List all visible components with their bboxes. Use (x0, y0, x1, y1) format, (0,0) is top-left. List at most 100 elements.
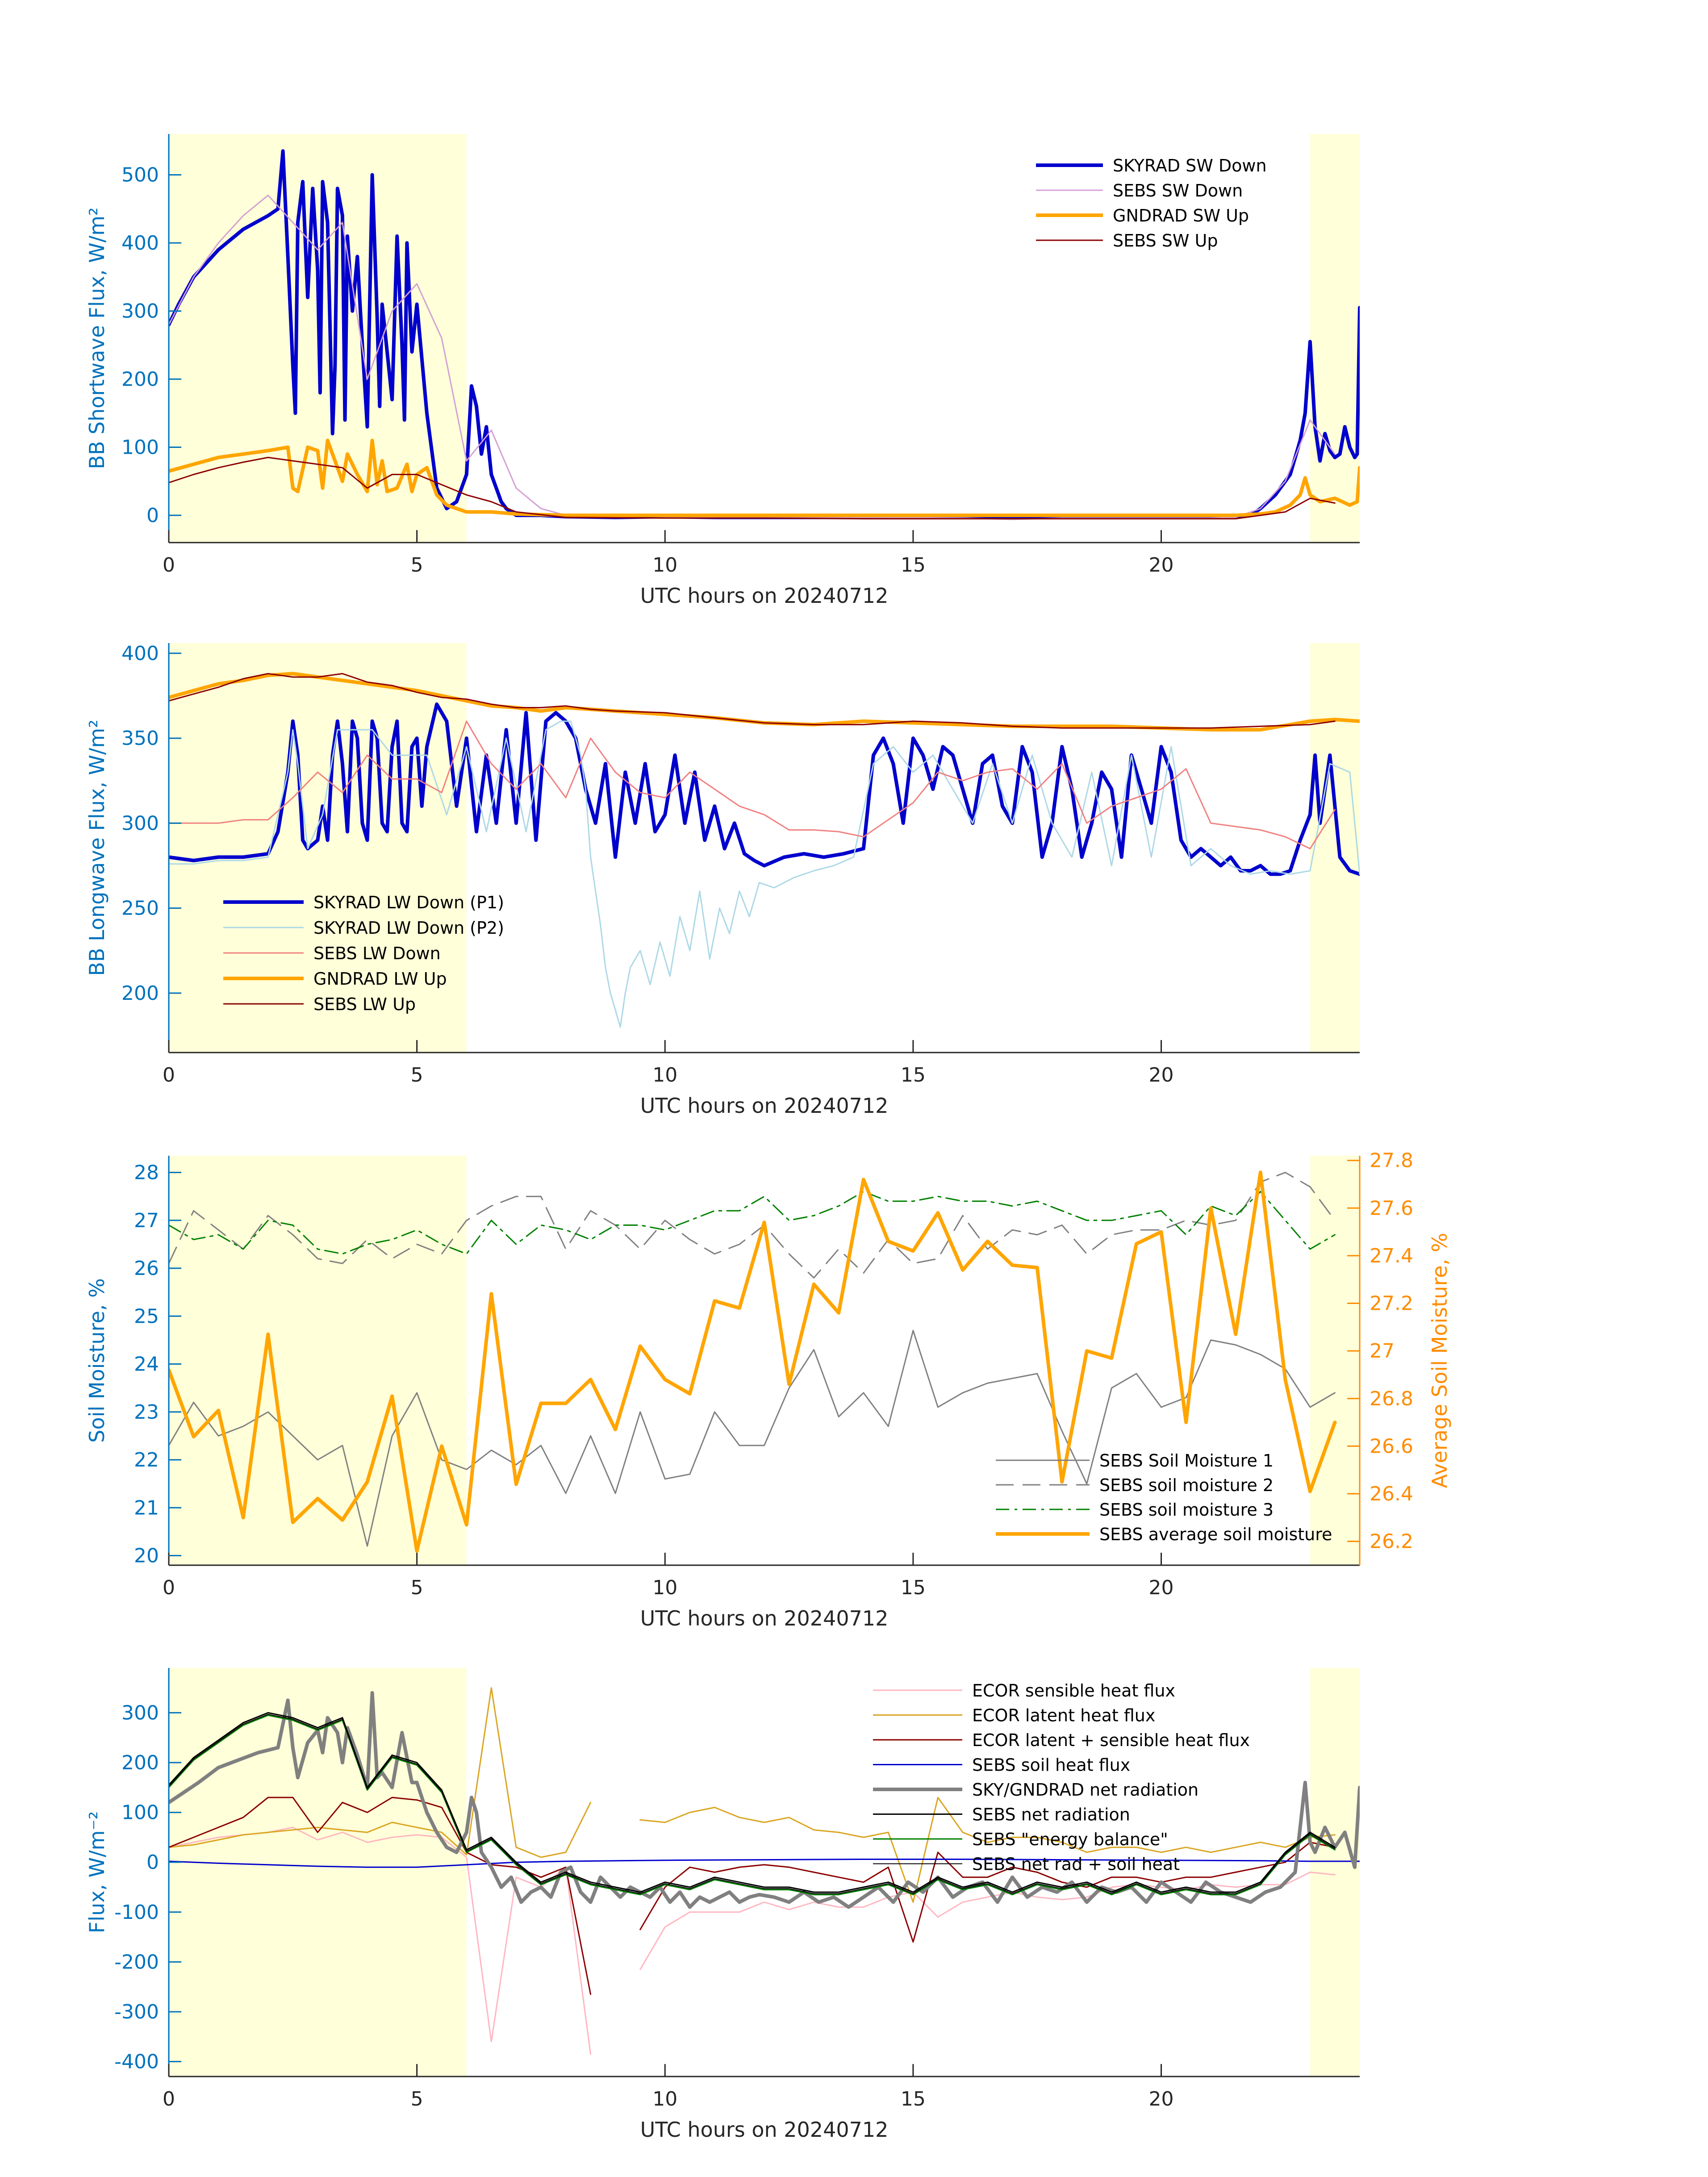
series-line-4-5 (169, 1691, 1360, 1909)
daylight-shade-2 (1310, 1668, 1360, 2077)
y-tick-label: 200 (121, 368, 159, 391)
daylight-shade-2 (1310, 134, 1360, 543)
y-tick-label: -300 (114, 2001, 159, 2023)
legend-label: SEBS Soil Moisture 1 (1099, 1451, 1274, 1471)
x-tick-label: 0 (163, 1064, 175, 1086)
series-line-3-4 (169, 1170, 1337, 1553)
y-tick-label: 200 (121, 982, 159, 1005)
y-axis-right-label: Average Soil Moisture, % (1428, 1233, 1452, 1488)
x-tick-label: 10 (652, 1064, 677, 1086)
legend-label: GNDRAD LW Up (313, 969, 447, 989)
series-line-4-4 (169, 1859, 1360, 1868)
y-tick-label: 20 (134, 1545, 159, 1567)
y-tick-label: -200 (114, 1951, 159, 1973)
y-tick-label: 0 (146, 504, 159, 527)
y-tick-label: 26 (134, 1257, 159, 1280)
legend: SEBS Soil Moisture 1 SEBS soil moisture 2… (996, 1451, 1332, 1544)
chart-panel-4: 0 5 10 15 20 -400 -300 -200 -100 0 100 200 300 UTC ho… (85, 1668, 1360, 2142)
legend-label: SEBS average soil moisture (1099, 1525, 1332, 1544)
y-tick-label: 500 (121, 164, 159, 187)
series-line-4-8 (169, 1713, 1336, 1894)
y-axis-label: BB Shortwave Flux, W/m² (85, 207, 109, 469)
y-tick-label: 22 (134, 1449, 159, 1471)
series-line-1-4 (169, 456, 1336, 520)
x-tick-label: 20 (1149, 1576, 1174, 1599)
x-tick-label: 15 (901, 2088, 926, 2110)
y-tick-label: 400 (121, 232, 159, 255)
chart-panel-2: 0 5 10 15 20 200 250 300 350 400 UTC hours on 2024… (85, 642, 1360, 1118)
x-axis-label: UTC hours on 20240712 (640, 1094, 889, 1118)
y-right-tick-label: 26.2 (1370, 1530, 1413, 1553)
series-line-4-6 (169, 1712, 1336, 1893)
legend-label: SKY/GNDRAD net radiation (972, 1780, 1199, 1800)
x-tick-label: 15 (901, 1576, 926, 1599)
y-tick-label: 300 (121, 300, 159, 323)
x-tick-label: 0 (163, 554, 175, 577)
y-right-tick-label: 27.6 (1370, 1197, 1413, 1220)
legend-label: SKYRAD SW Down (1113, 156, 1267, 175)
legend-label: SEBS SW Up (1113, 231, 1218, 251)
daylight-shade-1 (169, 1156, 467, 1565)
series-line-3-3 (169, 1191, 1336, 1255)
x-tick-label: 5 (411, 554, 423, 577)
y-tick-label: 27 (134, 1209, 159, 1232)
series-line-2-3 (169, 720, 1336, 849)
series-line-2-5 (169, 673, 1336, 729)
x-axis-label: UTC hours on 20240712 (640, 584, 889, 608)
y-right-tick-label: 27.4 (1370, 1245, 1413, 1267)
y-tick-label: 250 (121, 897, 159, 920)
x-tick-label: 0 (163, 2088, 175, 2110)
x-tick-label: 10 (652, 2088, 677, 2110)
legend-label: SEBS SW Down (1113, 181, 1243, 201)
y-tick-label: 0 (146, 1851, 159, 1874)
legend-label: SEBS soil moisture 3 (1099, 1500, 1274, 1520)
y-tick-label: 300 (121, 812, 159, 835)
series-line-3-2 (169, 1172, 1336, 1279)
series-line-3-1 (169, 1330, 1336, 1547)
y-right-tick-label: 26.4 (1370, 1483, 1413, 1505)
legend-label: SEBS "energy balance" (972, 1830, 1168, 1849)
legend-label: SKYRAD LW Down (P1) (313, 893, 504, 912)
y-tick-label: 300 (121, 1701, 159, 1724)
y-axis-label: BB Longwave Flux, W/m² (85, 719, 109, 976)
daylight-shade-1 (169, 643, 467, 1053)
y-tick-label: 24 (134, 1353, 159, 1376)
x-axis-label: UTC hours on 20240712 (640, 1606, 889, 1630)
y-tick-label: 21 (134, 1496, 159, 1519)
y-right-tick-label: 26.6 (1370, 1435, 1413, 1458)
y-tick-label: 23 (134, 1401, 159, 1424)
series-line-2-1 (169, 702, 1360, 876)
x-tick-label: 5 (411, 1064, 423, 1086)
y-right-tick-label: 27.8 (1370, 1149, 1413, 1172)
y-tick-label: 100 (121, 1801, 159, 1824)
legend-label: GNDRAD SW Up (1113, 206, 1249, 226)
y-tick-label: 200 (121, 1751, 159, 1774)
legend-label: SEBS soil moisture 2 (1099, 1475, 1274, 1495)
x-tick-label: 15 (901, 1064, 926, 1086)
x-tick-label: 20 (1149, 2088, 1174, 2110)
y-right-tick-label: 27.2 (1370, 1292, 1413, 1315)
legend-label: SEBS LW Down (313, 944, 441, 963)
x-tick-label: 15 (901, 554, 926, 577)
y-tick-label: -100 (114, 1901, 159, 1924)
y-tick-label: 400 (121, 642, 159, 665)
chart-panel-3: 0 5 10 15 20 20 21 22 23 24 25 26 27 28 26.2 26.4 26.6 26… (85, 1149, 1452, 1630)
legend: SKYRAD LW Down (P1) SKYRAD LW Down (P2) SE… (223, 893, 504, 1014)
legend-label: SEBS LW Up (313, 994, 416, 1014)
daylight-shade-2 (1310, 1156, 1360, 1565)
x-tick-label: 10 (652, 554, 677, 577)
series-line-1-1 (169, 149, 1360, 519)
y-tick-label: -400 (114, 2051, 159, 2073)
y-right-tick-label: 27 (1370, 1340, 1395, 1362)
legend-label: ECOR sensible heat flux (972, 1681, 1175, 1701)
y-tick-label: 350 (121, 727, 159, 750)
x-tick-label: 20 (1149, 1064, 1174, 1086)
series-line-1-2 (169, 194, 1336, 520)
y-right-tick-label: 26.8 (1370, 1387, 1413, 1410)
x-tick-label: 10 (652, 1576, 677, 1599)
x-tick-label: 20 (1149, 554, 1174, 577)
legend: ECOR sensible heat flux ECOR latent heat … (873, 1681, 1250, 1874)
y-tick-label: 25 (134, 1305, 159, 1328)
x-axis-label: UTC hours on 20240712 (640, 2118, 889, 2142)
y-tick-label: 100 (121, 436, 159, 459)
